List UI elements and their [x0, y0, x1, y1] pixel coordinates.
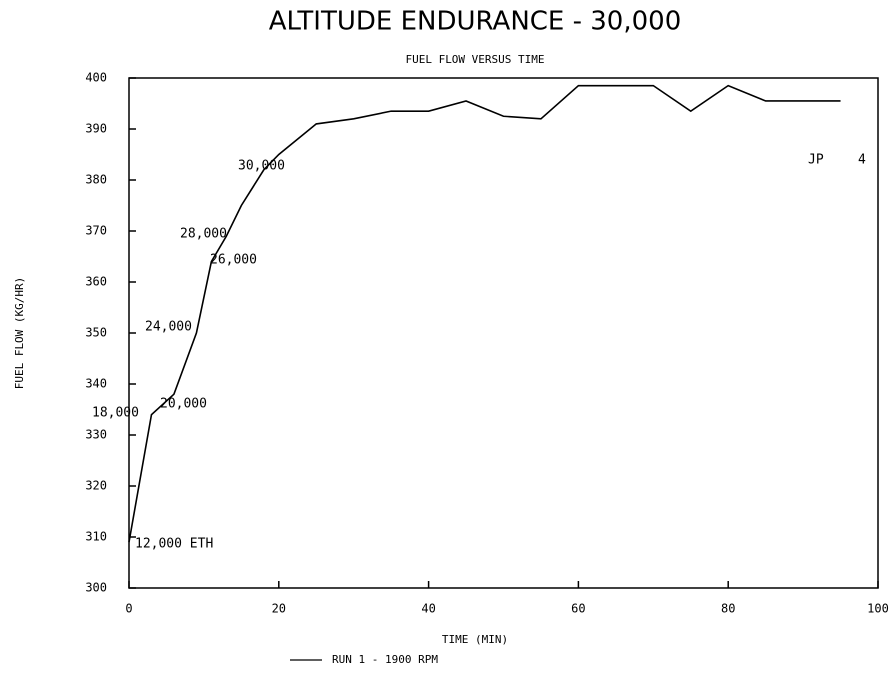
annotation: 12,000 ETH: [135, 537, 213, 552]
y-tick-label: 350: [85, 326, 107, 340]
chart-subtitle: FUEL FLOW VERSUS TIME: [405, 53, 544, 66]
legend-label: RUN 1 - 1900 RPM: [332, 653, 438, 666]
y-tick-label: 370: [85, 224, 107, 238]
y-tick-label: 310: [85, 530, 107, 544]
y-tick-label: 380: [85, 173, 107, 187]
annotation: JP: [808, 153, 824, 168]
annotation: 20,000: [160, 397, 207, 412]
x-tick-label: 0: [125, 602, 132, 616]
y-tick-label: 300: [85, 581, 107, 595]
annotation: 28,000: [180, 227, 227, 242]
annotation: 30,000: [238, 159, 285, 174]
x-axis-label: TIME (MIN): [442, 633, 508, 646]
y-tick-label: 360: [85, 275, 107, 289]
chart-title: ALTITUDE ENDURANCE - 30,000: [269, 7, 682, 37]
y-tick-label: 330: [85, 428, 107, 442]
y-tick-label: 390: [85, 122, 107, 136]
annotation: 24,000: [145, 320, 192, 335]
y-axis-label: FUEL FLOW (KG/HR): [13, 277, 26, 390]
x-tick-label: 60: [571, 602, 585, 616]
x-tick-label: 20: [272, 602, 286, 616]
data-line: [128, 84, 841, 543]
annotation: 18,000: [92, 406, 139, 421]
y-tick-label: 340: [85, 377, 107, 391]
x-tick-label: 40: [421, 602, 435, 616]
x-tick-label: 80: [721, 602, 735, 616]
annotation: 26,000: [210, 253, 257, 268]
y-tick-label: 320: [85, 479, 107, 493]
annotation: 4: [858, 153, 866, 168]
y-tick-label: 400: [85, 71, 107, 85]
x-tick-label: 100: [867, 602, 889, 616]
